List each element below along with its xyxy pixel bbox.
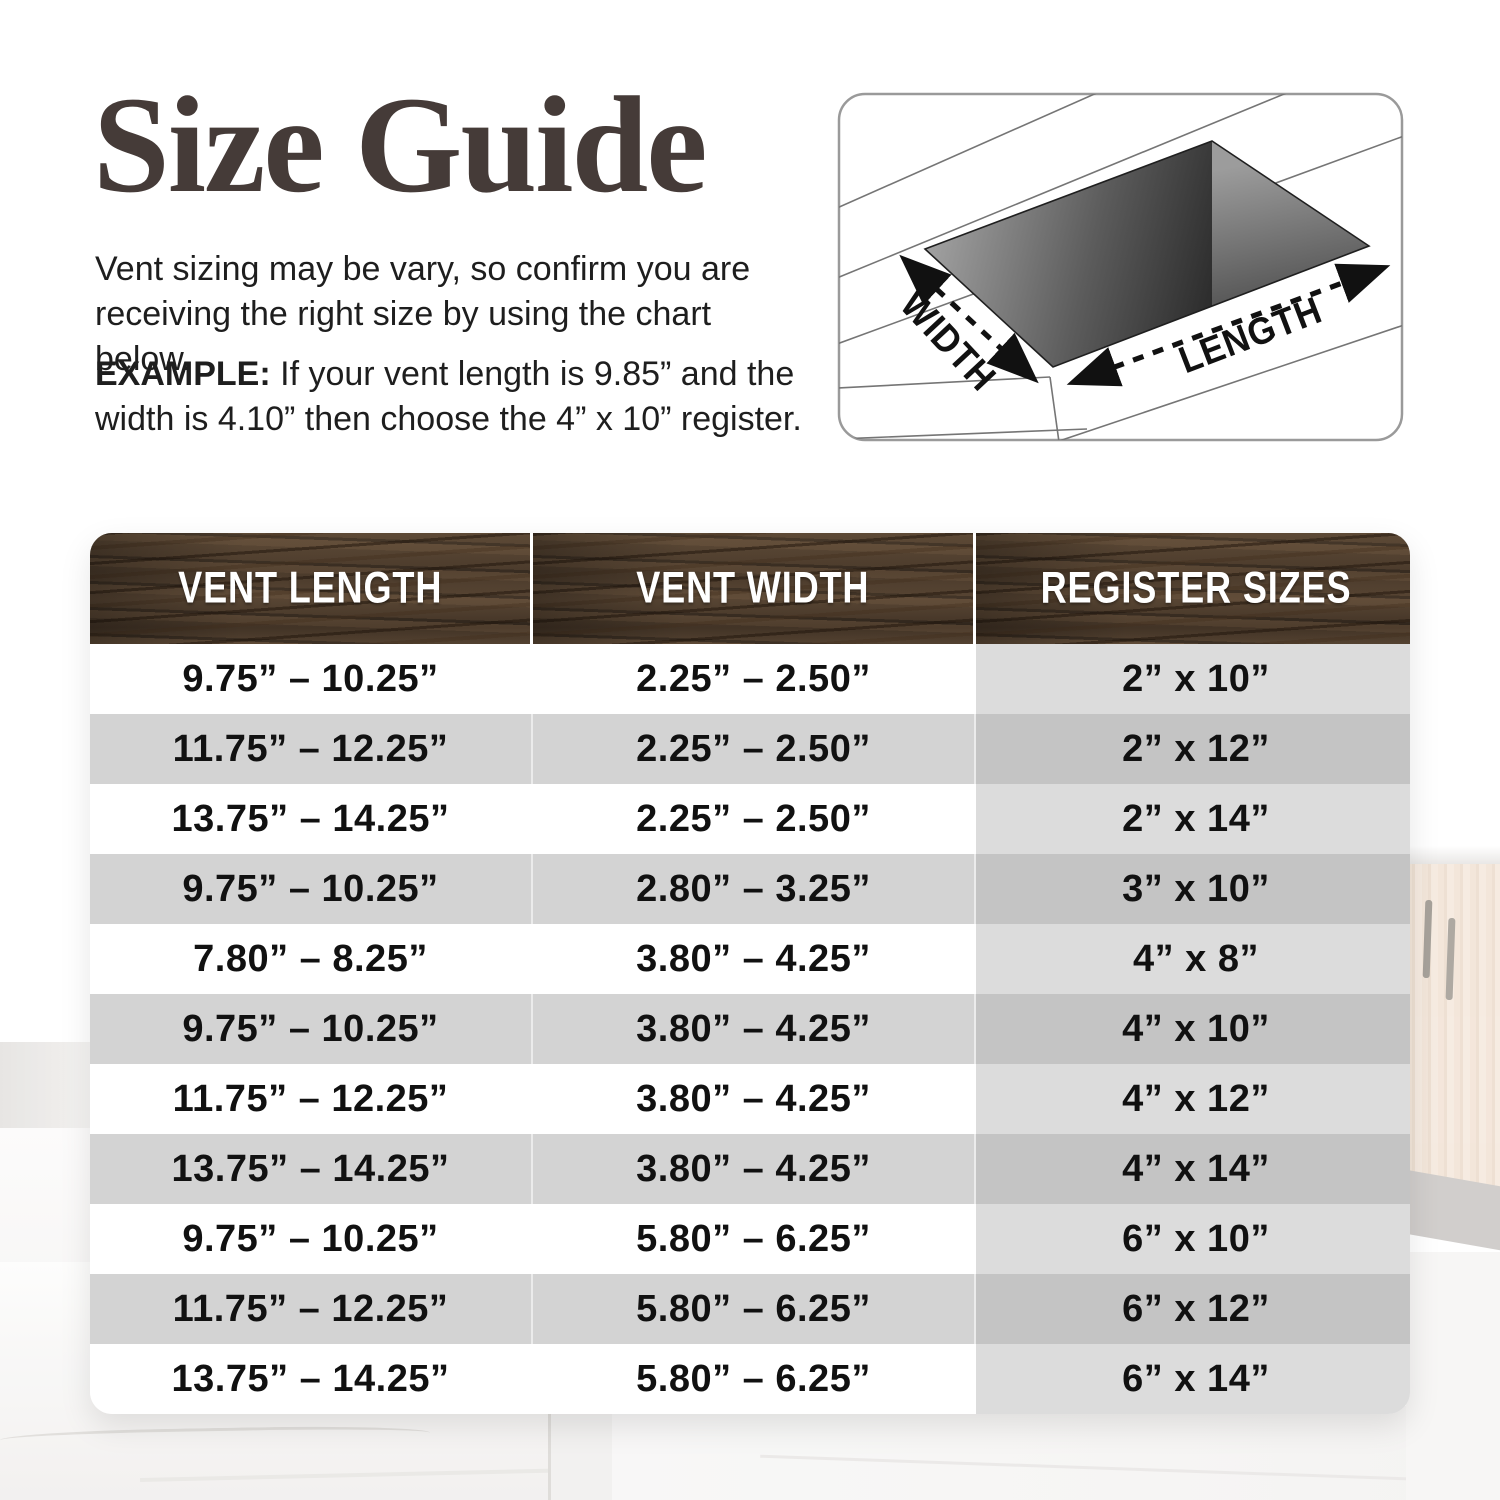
vent-length-cell: 13.75” – 14.25” [90,1344,533,1414]
background-floor [1406,1252,1500,1500]
background-cabinet-handle [1445,917,1456,1001]
background-cabinet [1406,864,1500,1194]
register-size-cell: 2” x 10” [976,644,1410,714]
vent-width-cell: 2.25” – 2.50” [533,714,976,784]
vent-length-cell: 7.80” – 8.25” [90,924,533,994]
vent-length-cell: 11.75” – 12.25” [90,1274,533,1344]
vent-length-cell: 9.75” – 10.25” [90,994,533,1064]
vent-width-cell: 5.80” – 6.25” [533,1204,976,1274]
vent-length-cell: 13.75” – 14.25” [90,1134,533,1204]
table-row: 11.75” – 12.25” 5.80” – 6.25” 6” x 12” [90,1274,1410,1344]
table-row: 13.75” – 14.25” 2.25” – 2.50” 2” x 14” [90,784,1410,854]
vent-length-cell: 11.75” – 12.25” [90,714,533,784]
background-wall-strip [548,1406,617,1500]
vent-width-cell: 3.80” – 4.25” [533,924,976,994]
register-size-cell: 2” x 12” [976,714,1410,784]
length-arrow [1066,263,1391,387]
page-title: Size Guide [93,68,708,221]
register-size-cell: 2” x 14” [976,784,1410,854]
size-guide-table: VENT LENGTH VENT WIDTH REGISTER SIZES 9.… [90,533,1410,1414]
vent-width-cell: 3.80” – 4.25” [533,994,976,1064]
table-header: VENT LENGTH VENT WIDTH REGISTER SIZES [90,533,1410,644]
vent-measurement-diagram: WIDTH LENGTH [837,92,1404,442]
table-row: 7.80” – 8.25” 3.80” – 4.25” 4” x 8” [90,924,1410,994]
column-header-vent-width: VENT WIDTH [533,533,976,644]
intro-text: Vent sizing may be vary, so confirm you … [95,250,751,378]
vent-width-cell: 5.80” – 6.25” [533,1274,976,1344]
vent-width-cell: 3.80” – 4.25” [533,1064,976,1134]
width-arrow [899,254,1039,384]
background-floor-seam [760,1454,1500,1485]
background-wall [0,1042,96,1500]
background-sofa-seam [0,1424,431,1449]
table-row: 13.75” – 14.25” 5.80” – 6.25” 6” x 14” [90,1344,1410,1414]
vent-length-cell: 13.75” – 14.25” [90,784,533,854]
register-size-cell: 3” x 10” [976,854,1410,924]
background-cabinet-handle [1422,899,1433,979]
background-sofa-seam [140,1465,670,1483]
register-size-cell: 6” x 14” [976,1344,1410,1414]
vent-length-cell: 9.75” – 10.25” [90,854,533,924]
table-row: 9.75” – 10.25” 2.80” – 3.25” 3” x 10” [90,854,1410,924]
background-floor [612,1406,1500,1500]
vent-width-cell: 2.25” – 2.50” [533,784,976,854]
register-size-cell: 4” x 10” [976,994,1410,1064]
vent-length-cell: 9.75” – 10.25” [90,1204,533,1274]
register-size-cell: 4” x 8” [976,924,1410,994]
example-text: EXAMPLE: If your vent length is 9.85” an… [95,352,820,442]
example-body: If your vent length is 9.85” and the wid… [95,355,802,438]
register-size-cell: 6” x 10” [976,1204,1410,1274]
vent-width-cell: 2.25” – 2.50” [533,644,976,714]
background-cabinet-counter [1402,846,1500,872]
column-header-register-sizes: REGISTER SIZES [976,533,1410,644]
table-row: 9.75” – 10.25” 2.25” – 2.50” 2” x 10” [90,644,1410,714]
measurement-arrows [899,254,1391,387]
table-row: 11.75” – 12.25” 3.80” – 4.25” 4” x 12” [90,1064,1410,1134]
vent-width-cell: 5.80” – 6.25” [533,1344,976,1414]
register-size-cell: 6” x 12” [976,1274,1410,1344]
vent-length-cell: 9.75” – 10.25” [90,644,533,714]
column-header-vent-length: VENT LENGTH [90,533,533,644]
background-cabinet-baseboard [1406,1169,1500,1251]
table-row: 9.75” – 10.25” 3.80” – 4.25” 4” x 10” [90,994,1410,1064]
table-row: 11.75” – 12.25” 2.25” – 2.50” 2” x 12” [90,714,1410,784]
vent-width-cell: 3.80” – 4.25” [533,1134,976,1204]
vent-width-cell: 2.80” – 3.25” [533,854,976,924]
register-size-cell: 4” x 14” [976,1134,1410,1204]
example-label: EXAMPLE: [95,355,271,393]
vent-length-cell: 11.75” – 12.25” [90,1064,533,1134]
register-size-cell: 4” x 12” [976,1064,1410,1134]
table-body: 9.75” – 10.25” 2.25” – 2.50” 2” x 10” 11… [90,644,1410,1414]
table-row: 9.75” – 10.25” 5.80” – 6.25” 6” x 10” [90,1204,1410,1274]
table-row: 13.75” – 14.25” 3.80” – 4.25” 4” x 14” [90,1134,1410,1204]
